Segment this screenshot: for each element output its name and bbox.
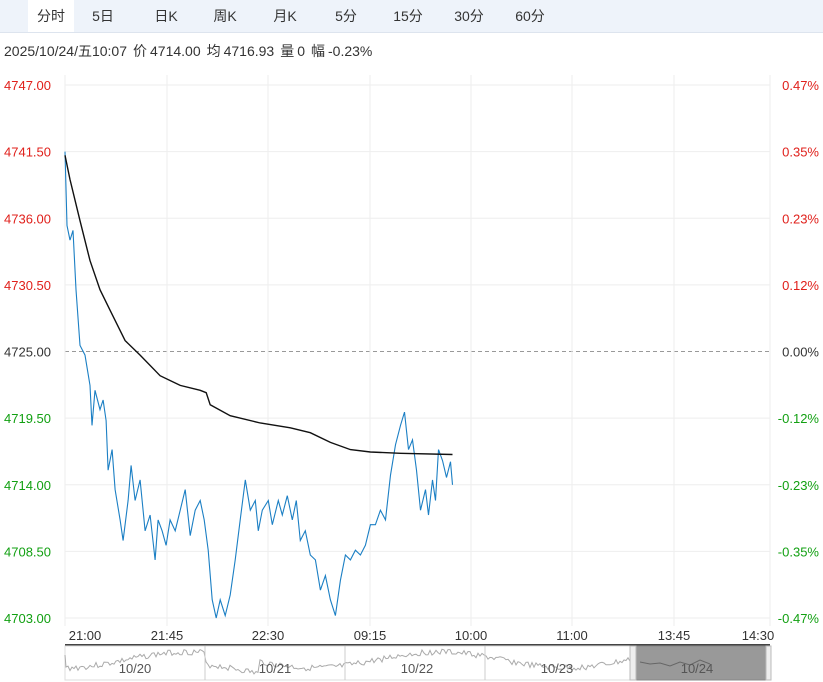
y-tick-label: 4730.50 (4, 278, 51, 293)
avg-value: 4716.93 (223, 43, 275, 59)
y-tick-label: 4741.50 (4, 145, 51, 160)
navigator-sparkline-selected (639, 659, 711, 667)
avg-price-line (64, 155, 453, 456)
price-label: 价 (133, 43, 147, 59)
y-tick-label-right: -0.47% (778, 611, 820, 626)
x-tick-label: 09:15 (354, 628, 387, 643)
tab-daily-k[interactable]: 日K (154, 8, 178, 24)
navigator-handle-left[interactable] (629, 645, 637, 681)
y-tick-label-right: -0.12% (778, 411, 820, 426)
period-tabs: 分时 5日 日K 周K 月K 5分 15分 30分 60分 (0, 0, 823, 33)
y-tick-label: 4747.00 (4, 78, 51, 93)
navigator-date-label: 10/24 (681, 661, 714, 676)
y-tick-label: 4708.50 (4, 544, 51, 559)
y-tick-label-right: -0.35% (778, 544, 820, 559)
y-tick-label-right: 0.35% (782, 145, 819, 160)
y-tick-label: 4714.00 (4, 478, 51, 493)
tab-60min[interactable]: 60分 (515, 8, 545, 24)
tab-5day[interactable]: 5日 (92, 8, 114, 24)
x-tick-label: 13:45 (658, 628, 691, 643)
price-line (64, 151, 454, 619)
y-tick-label: 4725.00 (4, 345, 51, 360)
tab-weekly-k[interactable]: 周K (213, 8, 237, 24)
volume-label: 量 (280, 43, 295, 59)
navigator-sparkline (64, 648, 631, 675)
tab-intraday[interactable]: 分时 (28, 0, 74, 32)
x-tick-label: 22:30 (252, 628, 285, 643)
tab-30min[interactable]: 30分 (454, 8, 484, 24)
y-tick-label-right: 0.12% (782, 278, 819, 293)
tab-5min[interactable]: 5分 (335, 8, 357, 24)
x-tick-label: 21:45 (151, 628, 184, 643)
navigator-track (64, 645, 771, 681)
navigator-date-label: 10/21 (259, 661, 292, 676)
x-tick-label: 14:30 (742, 628, 775, 643)
change-value: -0.23% (328, 43, 373, 59)
y-tick-label-right: 0.23% (782, 211, 819, 226)
navigator-handle-right[interactable] (765, 645, 772, 681)
navigator-date-label: 10/22 (401, 661, 434, 676)
x-tick-label: 10:00 (455, 628, 488, 643)
tab-monthly-k[interactable]: 月K (273, 8, 297, 24)
y-tick-label-right: 0.00% (782, 345, 819, 360)
change-label: 幅 (311, 43, 326, 59)
datetime: 2025/10/24/五10:07 (4, 43, 127, 59)
y-tick-label: 4703.00 (4, 611, 51, 626)
navigator-date-label: 10/20 (119, 661, 152, 676)
price-value: 4714.00 (150, 43, 201, 59)
tab-15min[interactable]: 15分 (393, 8, 423, 24)
navigator-date-label: 10/23 (541, 661, 574, 676)
y-tick-label: 4736.00 (4, 211, 51, 226)
quote-info: 2025/10/24/五10:07 价 4714.00 均 4716.93 量 0 幅 -0.2… (4, 41, 378, 61)
y-tick-label-right: 0.47% (782, 78, 819, 93)
y-tick-label: 4719.50 (4, 411, 51, 426)
avg-label: 均 (206, 43, 221, 59)
x-tick-label: 11:00 (556, 628, 588, 643)
navigator-selection[interactable] (635, 645, 767, 681)
y-tick-label-right: -0.23% (778, 478, 820, 493)
volume-value: 0 (297, 43, 306, 59)
x-tick-label: 21:00 (69, 628, 102, 643)
